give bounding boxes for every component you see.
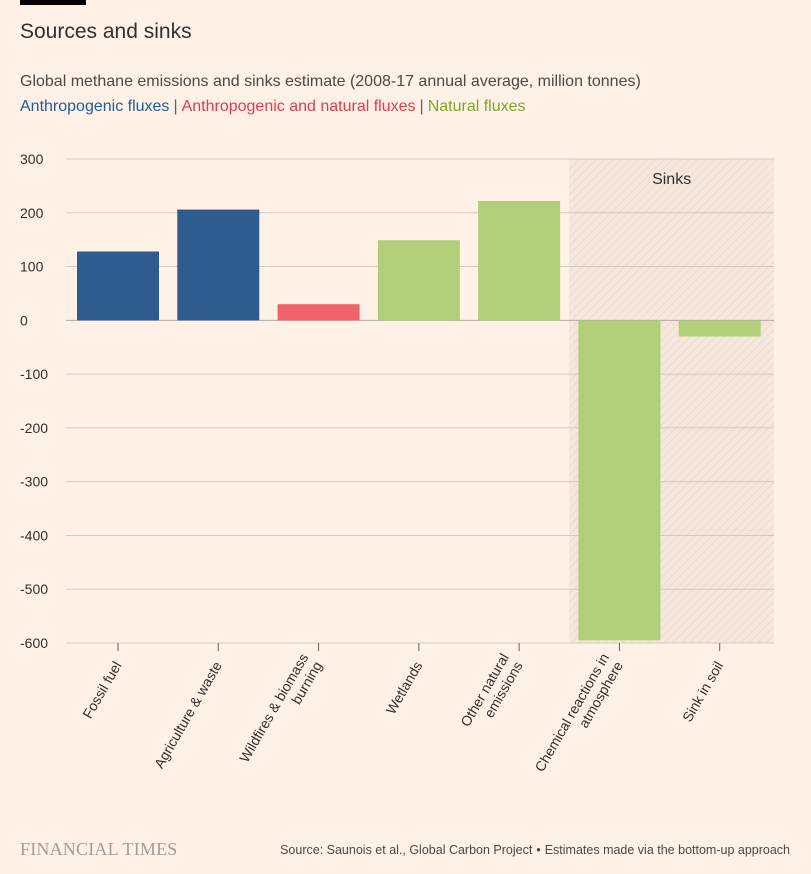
- x-tick-label: Agriculture & waste: [151, 658, 225, 771]
- bar: [478, 200, 561, 321]
- x-tick-label-line: Fossil fuel: [79, 659, 124, 722]
- x-tick-label-line: Agriculture & waste: [151, 658, 225, 771]
- x-tick-label: Wildfires & biomassburning: [236, 651, 325, 773]
- top-accent-bar: [20, 0, 86, 5]
- bar: [77, 251, 159, 321]
- chart-subtitle: Global methane emissions and sinks estim…: [20, 73, 641, 90]
- sinks-region-label: Sinks: [652, 171, 691, 188]
- bar: [578, 320, 661, 641]
- source-note: Source: Saunois et al., Global Carbon Pr…: [280, 843, 790, 857]
- x-tick-label-line: Sink in soil: [679, 659, 726, 725]
- x-tick-label: Wetlands: [383, 659, 426, 717]
- legend-item-natural: Natural fluxes: [427, 98, 526, 115]
- x-tick-label-line: Wetlands: [383, 659, 426, 717]
- y-tick-label: -400: [20, 527, 48, 543]
- y-tick-label: 300: [20, 151, 44, 167]
- legend-separator: |: [173, 98, 178, 115]
- legend-item-anthropogenic: Anthropogenic fluxes: [20, 98, 170, 115]
- legend-item-anthropogenic-and-natural: Anthropogenic and natural fluxes: [181, 98, 416, 115]
- y-tick-label: -200: [20, 420, 48, 436]
- bar: [377, 240, 460, 321]
- bar: [678, 320, 761, 337]
- bar: [277, 304, 360, 321]
- x-tick-label: Fossil fuel: [79, 659, 124, 722]
- y-tick-label: 0: [20, 312, 28, 328]
- x-tick-label: Chemical reactions inatmosphere: [531, 650, 626, 782]
- y-tick-label: -500: [20, 581, 48, 597]
- y-tick-label: -600: [20, 635, 48, 651]
- bullet-separator: •: [536, 843, 541, 857]
- y-tick-label: 200: [20, 205, 44, 221]
- y-tick-label: 100: [20, 259, 44, 275]
- ft-logo: FINANCIAL TIMES: [20, 839, 178, 859]
- source-text: Source: Saunois et al., Global Carbon Pr…: [280, 843, 533, 857]
- y-tick-label: -100: [20, 366, 48, 382]
- legend-separator: |: [419, 98, 424, 115]
- bar: [177, 209, 260, 321]
- legend: Anthropogenic fluxes | Anthropogenic and n…: [20, 98, 526, 116]
- x-tick-label: Other naturalemissions: [457, 651, 526, 738]
- x-tick-label-line: Wildfires & biomass: [236, 651, 311, 765]
- x-tick-label-line: Chemical reactions in: [531, 651, 612, 775]
- y-tick-label: -300: [20, 474, 48, 490]
- x-tick-label: Sink in soil: [679, 659, 726, 725]
- method-note: Estimates made via the bottom-up approac…: [544, 843, 790, 857]
- chart-title: Sources and sinks: [20, 20, 192, 43]
